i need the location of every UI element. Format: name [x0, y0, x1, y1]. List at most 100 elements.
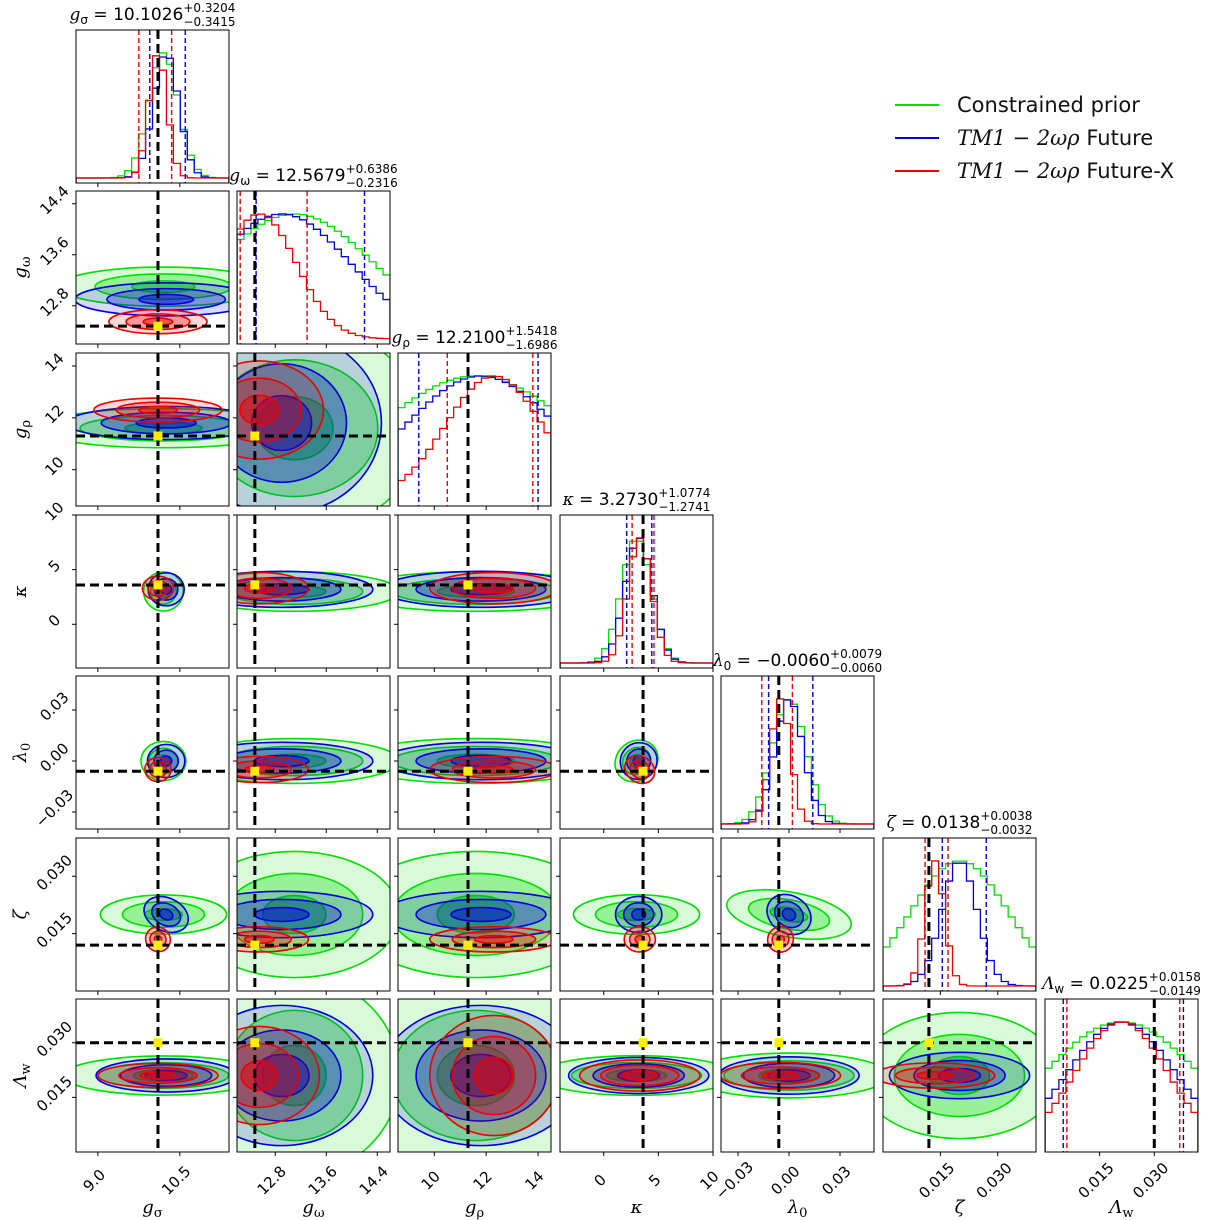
- contour-constrained-prior-2: [262, 894, 327, 935]
- contour-constrained-prior-2: [436, 894, 516, 935]
- contour-future-1: [742, 1062, 836, 1089]
- panel-frame-4-2: [397, 675, 552, 830]
- panel-frame-2-2: [397, 352, 552, 507]
- xlabel-3: κ: [630, 1197, 643, 1218]
- panel-5-5: ζ = 0.0138+0.0038 −0.0032: [882, 809, 1037, 995]
- panel-5-4: [717, 837, 875, 995]
- contour-future-0: [237, 890, 374, 939]
- panel-frame-5-0: [75, 837, 230, 992]
- hist-future-x-2: [398, 375, 551, 506]
- panel-frame-5-1: [236, 837, 391, 992]
- hist-future-x-5: [883, 860, 1036, 991]
- contour-future-x-0: [883, 1062, 996, 1089]
- panel-2-0: 10 12 14: [41, 349, 230, 510]
- panel-5-1: [233, 837, 391, 995]
- truth-marker-3-2: [463, 580, 473, 590]
- truth-marker-6-4: [774, 1038, 784, 1048]
- xlabel-1: gω: [302, 1197, 324, 1220]
- contour-constrained-prior-1: [237, 872, 364, 957]
- title-1: gω = 12.5679+0.6386 −0.2316: [229, 162, 397, 190]
- truth-marker-4-0: [153, 766, 163, 776]
- contour-future-2: [158, 908, 174, 921]
- xtick-label-1-2: 14.4: [356, 1162, 392, 1198]
- xlabel-4: λ0: [787, 1197, 808, 1220]
- panel-frame-5-3: [559, 837, 714, 992]
- hist-future-x-1: [237, 213, 390, 344]
- legend-swatch-future: [895, 136, 939, 139]
- contour-future-1: [415, 1029, 547, 1122]
- ytick-label-6-0: 0.015: [33, 1072, 76, 1115]
- panel-1-0: 12.8 13.6 14.4: [36, 182, 230, 348]
- title-2: gρ = 12.2100+1.5418 −1.6986: [392, 324, 558, 352]
- truth-marker-5-1: [250, 940, 260, 950]
- contour-future-x-1: [740, 1066, 821, 1085]
- ytick-label-1-1: 13.6: [36, 233, 72, 269]
- legend-math-future: TM1 − 2ωρ: [957, 125, 1080, 150]
- truth-marker-3-0: [153, 580, 163, 590]
- hist-constrained-prior-2: [398, 375, 551, 506]
- truth-marker-3-1: [250, 580, 260, 590]
- panel-frame-6-4: [720, 998, 875, 1153]
- contour-future-x-2: [239, 394, 280, 426]
- contour-future-x-1: [451, 577, 537, 600]
- xtick-label-2-0: 10: [418, 1167, 444, 1193]
- truth-marker-4-3: [638, 766, 648, 776]
- xtick-label-3-0: 0: [590, 1171, 609, 1190]
- contour-future-0: [76, 282, 229, 317]
- legend-label-future: Future: [1086, 125, 1154, 150]
- panel-2-2: gρ = 12.2100+1.5418 −1.6986: [392, 324, 558, 510]
- truth-marker-1-0: [153, 321, 163, 331]
- panel-frame-2-0: [75, 352, 230, 507]
- ylabel-1: gω: [10, 256, 34, 278]
- ytick-label-1-2: 14.4: [36, 182, 72, 218]
- hist-future-1: [237, 213, 390, 344]
- panel-frame-6-5: [882, 998, 1037, 1153]
- contour-future-x-0: [721, 1061, 842, 1090]
- panel-frame-5-5: [882, 837, 1037, 992]
- ylabel-4: λ0: [10, 743, 34, 764]
- hist-future-x-3: [560, 537, 713, 668]
- xlabel-2: gρ: [465, 1197, 484, 1220]
- panel-6-3: 0 5 10: [556, 998, 723, 1194]
- panel-frame-4-3: [559, 675, 714, 830]
- title-5: ζ = 0.0138+0.0038 −0.0032: [887, 809, 1033, 837]
- legend-label-prior: Constrained prior: [957, 92, 1140, 117]
- ytick-label-3-1: 5: [45, 556, 64, 575]
- contour-future-1: [415, 898, 547, 931]
- contour-constrained-prior-0: [237, 999, 390, 1152]
- truth-marker-6-3: [638, 1038, 648, 1048]
- panel-frame-1-1: [236, 190, 391, 345]
- ytick-label-6-1: 0.030: [33, 1018, 76, 1061]
- contour-future-x-1: [237, 377, 302, 443]
- panel-3-3: κ = 3.2730+1.0774 −1.2741: [559, 486, 714, 672]
- hist-constrained-prior-5: [883, 860, 1036, 991]
- panel-frame-5-2: [397, 837, 552, 992]
- truth-marker-5-2: [463, 940, 473, 950]
- panel-frame-4-4: [720, 675, 875, 830]
- hist-future-x-6: [1045, 1021, 1198, 1152]
- panel-frame-6-1: [236, 998, 391, 1153]
- panel-frame-6-6: [1044, 998, 1199, 1153]
- panel-6-1: 12.8 13.6 14.4: [233, 998, 392, 1199]
- contour-future-1: [592, 1062, 686, 1089]
- contour-constrained-prior-0: [721, 1052, 874, 1099]
- truth-marker-2-0: [153, 431, 163, 441]
- truth-marker-5-3: [638, 940, 648, 950]
- legend-label-future-x: Future-X: [1086, 158, 1175, 183]
- ytick-label-4-1: 0.00: [36, 739, 72, 775]
- title-0: gσ = 10.1026+0.3204 −0.3415: [70, 1, 236, 29]
- panel-1-1: gω = 12.5679+0.6386 −0.2316: [229, 162, 398, 348]
- xtick-label-1-0: 12.8: [254, 1162, 290, 1198]
- contour-future-2: [450, 906, 512, 923]
- xtick-label-0-1: 10.5: [158, 1162, 194, 1198]
- contour-future-0: [567, 1056, 710, 1095]
- xtick-label-4-2: 0.03: [818, 1162, 854, 1198]
- contour-constrained-prior-0: [725, 889, 853, 940]
- title-4: λ0 = −0.0060+0.0079 −0.0060: [712, 647, 882, 675]
- truth-marker-5-0: [153, 940, 163, 950]
- hist-future-2: [398, 375, 551, 506]
- panel-6-4: −0.03 0.00 0.03: [712, 998, 875, 1203]
- panel-frame-3-1: [236, 514, 391, 669]
- panel-0-0: gσ = 10.1026+0.3204 −0.3415: [70, 1, 236, 187]
- panel-5-3: [556, 837, 714, 995]
